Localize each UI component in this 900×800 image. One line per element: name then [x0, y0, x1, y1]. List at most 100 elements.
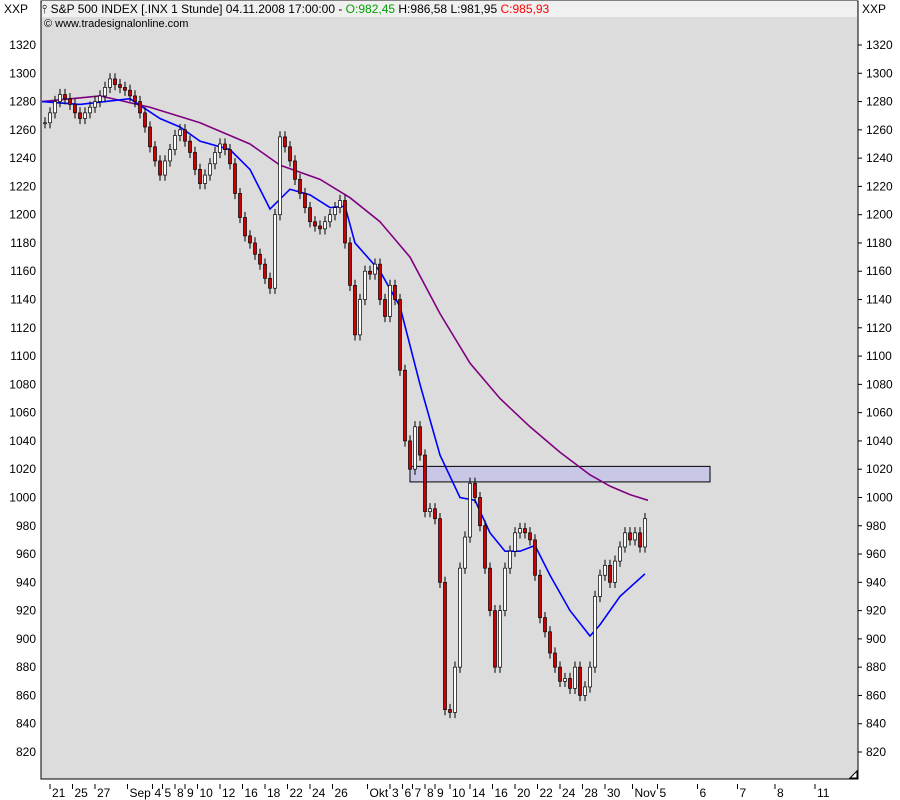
candle — [403, 364, 407, 447]
candle — [618, 541, 622, 567]
candle — [493, 604, 497, 673]
candle — [488, 562, 492, 617]
candle — [88, 101, 92, 119]
y-tick-label-right: 1160 — [866, 264, 892, 278]
y-tick-label-left: 1200 — [9, 208, 36, 222]
candle — [558, 661, 562, 687]
candle-body — [578, 666, 582, 696]
candle-body — [118, 84, 122, 88]
candle-body — [383, 299, 387, 317]
candle-body — [613, 560, 617, 583]
x-tick-label: 8 — [777, 786, 784, 800]
candle — [333, 201, 337, 221]
y-tick-label-right: 840 — [866, 717, 886, 731]
candle — [388, 279, 392, 323]
candle-body — [558, 666, 562, 682]
candle-body — [348, 242, 352, 286]
y-tick-label-left: 820 — [16, 745, 36, 759]
candle-body — [413, 426, 417, 470]
website-text: www.tradesignalonline.com — [55, 18, 189, 30]
candle-body — [48, 112, 52, 124]
y-tick-label-left: 1140 — [10, 293, 36, 307]
candle-body — [153, 146, 157, 162]
corner-label-right: XXP — [862, 2, 887, 16]
candle — [468, 477, 472, 543]
candle-body — [193, 152, 197, 170]
y-tick-label-right: 1040 — [866, 434, 893, 448]
candle — [628, 527, 632, 546]
x-tick-label: 9 — [187, 786, 194, 800]
candle — [373, 258, 377, 280]
y-tick-label-right: 1220 — [866, 179, 893, 193]
candle-icon: ⫯ — [42, 2, 48, 16]
candle-body — [468, 482, 472, 538]
candle-body — [108, 78, 112, 88]
y-tick-label-left: 1220 — [9, 179, 36, 193]
candle-body — [198, 169, 202, 184]
x-tick-label: 24 — [312, 786, 326, 800]
candle — [53, 95, 57, 119]
candle-body — [438, 518, 442, 583]
candle-body — [208, 163, 212, 176]
x-tick-label: 5 — [660, 786, 667, 800]
x-tick-label: 28 — [585, 786, 599, 800]
candle — [568, 672, 572, 695]
candle — [608, 559, 612, 588]
candle — [243, 211, 247, 242]
candle-body — [403, 369, 407, 442]
candle — [358, 293, 362, 341]
x-tick-label: 6 — [405, 786, 412, 800]
x-tick-label: 30 — [607, 786, 621, 800]
candle-body — [133, 95, 137, 102]
candle-body — [358, 299, 362, 336]
candle-body — [263, 263, 267, 279]
candle — [288, 141, 292, 167]
candle-body — [88, 106, 92, 114]
candle — [453, 661, 457, 719]
y-tick-label-right: 1000 — [866, 490, 893, 504]
candle-body — [83, 112, 87, 119]
x-tick-label: 22 — [540, 786, 554, 800]
candle — [528, 527, 532, 546]
candle-body — [78, 112, 82, 119]
y-tick-label-right: 960 — [866, 547, 886, 561]
resize-grip-icon[interactable] — [848, 769, 858, 779]
y-tick-label-left: 860 — [16, 688, 36, 702]
candle-body — [253, 242, 257, 255]
x-tick-label: 16 — [495, 786, 509, 800]
candle — [368, 265, 372, 280]
candle-body — [68, 98, 72, 105]
candle — [83, 107, 87, 125]
candle-body — [188, 140, 192, 153]
candle-body — [333, 207, 337, 216]
y-tick-label-left: 1320 — [9, 38, 36, 52]
low-value: L:981,95 — [450, 2, 498, 16]
candle-body — [478, 497, 482, 527]
candle — [363, 265, 367, 306]
candle — [633, 527, 637, 546]
candle — [73, 98, 77, 119]
x-tick-label: 5 — [165, 786, 172, 800]
candle — [448, 703, 452, 719]
x-tick-label: 6 — [700, 786, 707, 800]
candle — [278, 131, 282, 221]
candle-body — [298, 178, 302, 194]
candle — [253, 237, 257, 260]
candle-body — [268, 277, 272, 289]
candle-body — [488, 567, 492, 611]
candle — [593, 590, 597, 673]
candle — [603, 559, 607, 581]
y-tick-label-right: 1180 — [866, 236, 892, 250]
candle-body — [278, 136, 282, 216]
candle — [543, 612, 547, 638]
candle — [48, 107, 52, 129]
x-tick-label: 8 — [427, 786, 434, 800]
symbol-info: S&P 500 INDEX [.INX 1 Stunde] 04.11.2008… — [50, 2, 343, 16]
website-label: © www.tradesignalonline.com — [44, 18, 188, 30]
candle-body — [448, 709, 452, 713]
candle — [108, 73, 112, 94]
y-tick-label-left: 1040 — [9, 434, 36, 448]
candle-body — [328, 214, 332, 223]
candle — [413, 421, 417, 475]
